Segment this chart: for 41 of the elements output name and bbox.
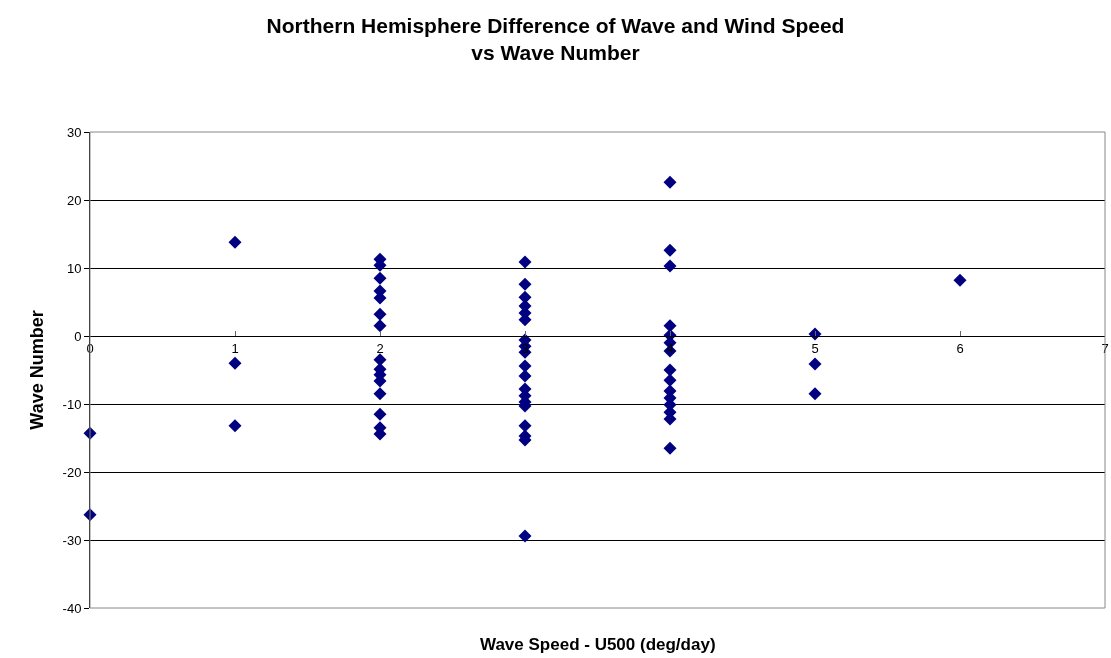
- x-tick-label: 4: [666, 340, 674, 356]
- point: [228, 235, 242, 249]
- point: [518, 359, 532, 373]
- point: [663, 363, 677, 377]
- x-tick-label: 3: [521, 340, 529, 356]
- point: [373, 319, 387, 333]
- point: [663, 441, 677, 455]
- y-tick-label: -40: [62, 600, 82, 616]
- point: [373, 387, 387, 401]
- point: [663, 373, 677, 387]
- y-tick-label: -30: [62, 532, 82, 548]
- y-tick-label: 20: [66, 192, 82, 208]
- x-tick-label: 5: [811, 340, 819, 356]
- x-tick-label: 2: [376, 340, 384, 356]
- point: [663, 259, 677, 273]
- point: [518, 277, 532, 291]
- x-axis-title: Wave Speed - U500 (deg/day): [480, 635, 716, 654]
- y-axis-title: Wave Number: [26, 310, 47, 430]
- x-tick-label: 1: [231, 340, 239, 356]
- x-tick-label: 6: [956, 340, 964, 356]
- y-tick-label: 10: [66, 260, 82, 276]
- point: [373, 407, 387, 421]
- point: [663, 243, 677, 257]
- point: [808, 357, 822, 371]
- point: [808, 387, 822, 401]
- point: [228, 356, 242, 370]
- y-tick-label: -10: [62, 396, 82, 412]
- y-tick-label: 0: [74, 328, 82, 344]
- point: [953, 273, 967, 287]
- point: [518, 255, 532, 269]
- point: [518, 419, 532, 433]
- point: [518, 369, 532, 383]
- y-tick-label: 30: [66, 124, 82, 140]
- point: [373, 307, 387, 321]
- point: [663, 175, 677, 189]
- x-tick-label: 7: [1101, 340, 1109, 356]
- point: [228, 419, 242, 433]
- chart-title: Northern Hemisphere Difference of Wave and Wind Speed vs Wave Number: [266, 13, 845, 65]
- point: [373, 271, 387, 285]
- point: [518, 529, 532, 543]
- y-tick-label: -20: [62, 464, 82, 480]
